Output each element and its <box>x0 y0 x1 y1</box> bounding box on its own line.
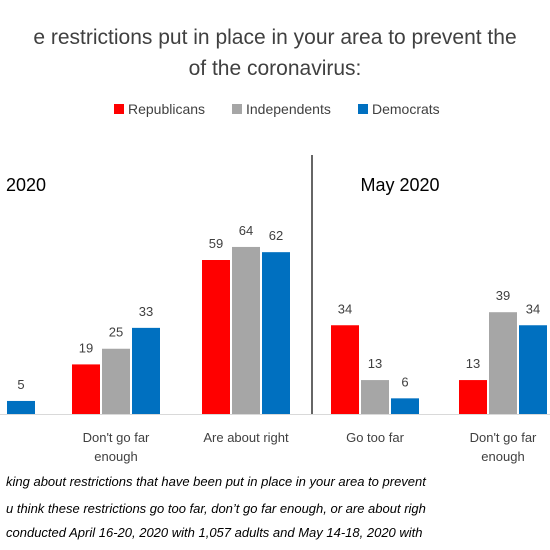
plot-area: 20205far192533Don't go farenough596462Ar… <box>6 175 547 464</box>
panel-1: 20205far192533Don't go farenough596462Ar… <box>6 175 290 464</box>
data-label-democrats-go-too-far: 6 <box>401 374 408 389</box>
data-label-democrats-don-t-go-far-enough: 34 <box>526 301 540 316</box>
chart-title-line-2: of the coronavirus: <box>189 57 362 80</box>
legend-label-democrats: Democrats <box>372 101 440 117</box>
data-label-republicans-are-about-right: 59 <box>209 236 223 251</box>
bar-democrats-are-about-right <box>262 252 290 414</box>
footnote-line-2: u think these restrictions go too far, d… <box>6 501 426 516</box>
bar-republicans-go-too-far <box>331 325 359 414</box>
bar-independents-don-t-go-far-enough <box>489 312 517 414</box>
data-label-independents-go-too-far: 13 <box>368 356 382 371</box>
legend-swatch-independents <box>232 104 242 114</box>
bar-democrats-go-too-far <box>391 398 419 414</box>
data-label-independents-don-t-go-far-enough: 39 <box>496 288 510 303</box>
data-label-democrats-don-t-go-far-enough: 33 <box>139 304 153 319</box>
data-label-republicans-don-t-go-far-enough: 13 <box>466 356 480 371</box>
bar-republicans-don-t-go-far-enough <box>72 364 100 414</box>
legend-swatch-republicans <box>114 104 124 114</box>
data-label-republicans-don-t-go-far-enough: 19 <box>79 340 93 355</box>
category-label-don-t-go-far-enough: Don't go far <box>470 430 537 445</box>
data-label-republicans-go-too-far: 34 <box>338 301 352 316</box>
legend-swatch-democrats <box>358 104 368 114</box>
bar-republicans-don-t-go-far-enough <box>459 380 487 414</box>
bar-democrats-don-t-go-far-enough <box>519 325 547 414</box>
data-label-independents-are-about-right: 64 <box>239 223 253 238</box>
data-label-democrats-are-about-right: 62 <box>269 228 283 243</box>
panel-title: May 2020 <box>360 175 439 195</box>
bar-democrats-don-t-go-far-enough <box>132 327 160 414</box>
bar-independents-are-about-right <box>232 246 260 414</box>
footnote-line-3: conducted April 16-20, 2020 with 1,057 a… <box>6 525 423 540</box>
chart-title: e restrictions put in place in your area… <box>33 26 516 80</box>
bar-republicans-are-about-right <box>202 260 230 414</box>
category-label-don-t-go-far-enough: enough <box>481 449 524 464</box>
data-label-independents-don-t-go-far-enough: 25 <box>109 325 123 340</box>
panel-title: 2020 <box>6 175 46 195</box>
category-label-are-about-right: Are about right <box>203 430 289 445</box>
category-label-don-t-go-far-enough: Don't go far <box>83 430 150 445</box>
footnote: king about restrictions that have been p… <box>6 474 427 540</box>
legend: Republicans Independents Democrats <box>114 101 440 117</box>
panel-2: May 2020 34 13 6 Go too far 13 39 34 Don't go fa… <box>331 175 547 464</box>
legend-label-independents: Independents <box>246 101 331 117</box>
data-label-democrats-far: 5 <box>17 377 24 392</box>
bar-democrats-far <box>7 400 35 414</box>
bar-independents-go-too-far <box>361 380 389 414</box>
bar-independents-don-t-go-far-enough <box>102 348 130 414</box>
chart-title-line-1: e restrictions put in place in your area… <box>33 26 516 49</box>
category-label-don-t-go-far-enough: enough <box>94 449 137 464</box>
category-label-go-too-far: Go too far <box>346 430 404 445</box>
legend-label-republicans: Republicans <box>128 101 205 117</box>
footnote-line-1: king about restrictions that have been p… <box>6 474 427 489</box>
